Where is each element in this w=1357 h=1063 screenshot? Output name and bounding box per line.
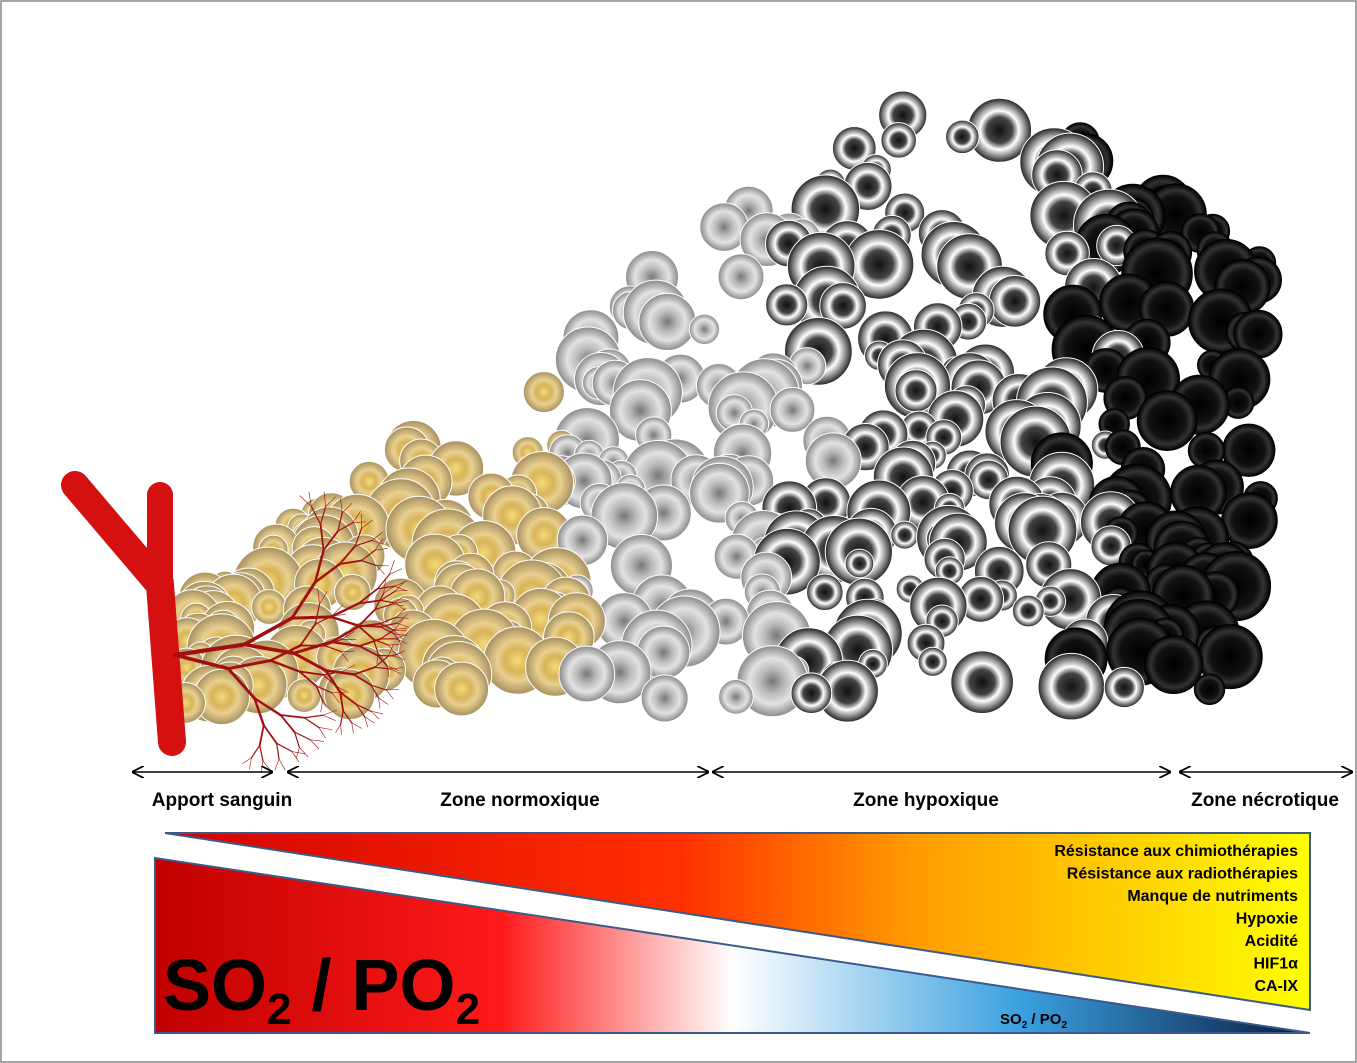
- oxygen-label-small: SO2 / PO2: [1000, 1011, 1067, 1031]
- cells: [163, 90, 1283, 726]
- effect-label: Acidité: [1245, 933, 1298, 950]
- oxygen-label: SO2 / PO2: [163, 946, 480, 1034]
- vessel: [61, 471, 410, 773]
- effect-label: HIF1α: [1253, 956, 1298, 973]
- zone-label: Zone nécrotique: [1191, 790, 1339, 811]
- effect-label: Manque de nutriments: [1127, 888, 1298, 905]
- oxygen-wedge: [154, 856, 1311, 1034]
- effect-label: Résistance aux radiothérapies: [1067, 866, 1298, 883]
- resistance-wedge: [164, 832, 1311, 1012]
- zone-label: Zone normoxique: [440, 790, 599, 811]
- zone-label: Zone hypoxique: [853, 790, 999, 811]
- effect-label: Hypoxie: [1236, 911, 1298, 928]
- effect-label: CA-IX: [1254, 978, 1298, 995]
- effect-label: Résistance aux chimiothérapies: [1054, 843, 1298, 860]
- zone-label: Apport sanguin: [152, 790, 292, 811]
